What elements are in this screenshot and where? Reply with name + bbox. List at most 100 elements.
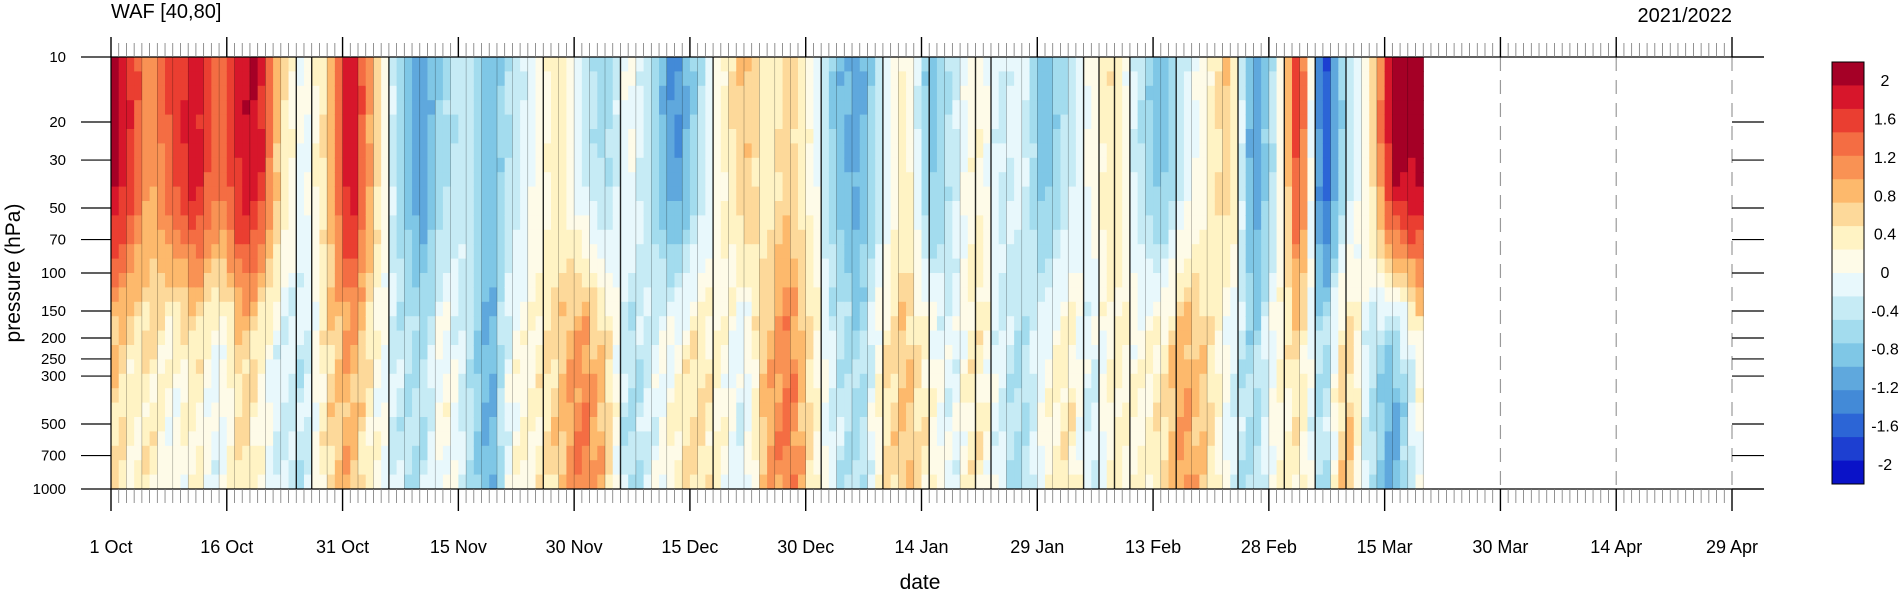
heat-cell: [1075, 273, 1085, 288]
heat-cell: [265, 229, 274, 245]
heat-cell: [859, 143, 869, 159]
heat-cell: [589, 431, 598, 447]
heat-cell: [581, 474, 591, 489]
heat-cell: [327, 431, 336, 447]
heat-cell: [1392, 57, 1401, 72]
heat-cell: [1145, 345, 1154, 360]
heat-cell: [1346, 359, 1355, 375]
heat-cell: [689, 229, 699, 245]
heat-cell: [1369, 114, 1378, 130]
heat-cell: [350, 417, 359, 432]
heat-cell: [798, 417, 807, 432]
heat-cell: [496, 258, 506, 274]
heat-cell: [404, 71, 413, 87]
heat-cell: [334, 57, 344, 72]
heat-cell: [998, 431, 1008, 447]
heat-cell: [867, 85, 876, 101]
heat-cell: [373, 345, 382, 360]
heat-cell: [921, 345, 930, 360]
heat-cell: [936, 229, 946, 245]
heat-cell: [960, 172, 969, 188]
heat-cell: [1029, 345, 1038, 360]
heat-cell: [813, 85, 822, 101]
heat-cell: [1129, 201, 1139, 216]
heat-cell: [327, 388, 336, 404]
heat-cell: [365, 301, 375, 317]
heat-cell: [404, 330, 413, 346]
heat-cell: [303, 85, 313, 101]
heat-cell: [967, 244, 977, 260]
heat-cell: [496, 474, 506, 489]
heat-cell: [188, 460, 197, 476]
heat-cell: [1307, 143, 1316, 159]
heat-cell: [852, 229, 861, 245]
heat-cell: [867, 301, 876, 317]
heat-cell: [1315, 57, 1324, 72]
heat-cell: [234, 143, 243, 159]
heat-cell: [265, 316, 274, 332]
heat-cell: [1214, 143, 1224, 159]
heat-cell: [566, 215, 575, 231]
heat-cell: [1122, 100, 1131, 116]
heat-cell: [952, 100, 961, 116]
heat-cell: [1369, 229, 1378, 245]
heat-cell: [960, 85, 969, 101]
heat-cell: [226, 359, 236, 375]
heat-cell: [188, 201, 197, 216]
heat-cell: [180, 359, 189, 375]
heat-cell: [118, 71, 128, 87]
heat-cell: [921, 273, 930, 288]
heat-cell: [1376, 114, 1386, 130]
heat-cell: [913, 402, 923, 418]
heat-cell: [242, 57, 251, 72]
heat-cell: [1075, 431, 1085, 447]
heat-cell: [165, 273, 174, 288]
heat-cell: [1114, 114, 1123, 130]
heat-cell: [898, 172, 907, 188]
heat-cell: [906, 229, 915, 245]
heat-cell: [141, 229, 151, 245]
heat-cell: [1006, 229, 1015, 245]
heat-cell: [643, 474, 652, 489]
heat-cell: [921, 186, 930, 202]
heat-cell: [412, 388, 421, 404]
heat-cell: [759, 114, 768, 130]
heat-cell: [172, 373, 182, 389]
heat-cell: [1237, 373, 1247, 389]
heat-cell: [952, 330, 961, 346]
heat-cell: [1307, 71, 1316, 87]
heat-cell: [1168, 85, 1177, 101]
heat-cell: [527, 244, 537, 260]
heat-cell: [257, 57, 266, 72]
heat-cell: [118, 201, 128, 216]
heat-cell: [473, 215, 483, 231]
heat-cell: [836, 129, 845, 144]
heat-cell: [805, 71, 815, 87]
heat-cell: [396, 57, 405, 72]
heat-cell: [1145, 71, 1154, 87]
heat-cell: [651, 287, 660, 303]
heat-cell: [1207, 287, 1216, 303]
heat-cell: [427, 215, 436, 231]
heat-cell: [743, 460, 753, 476]
heat-cell: [967, 402, 977, 418]
heat-cell: [1214, 215, 1224, 231]
heat-cell: [257, 402, 266, 418]
heat-cell: [481, 388, 490, 404]
heat-cell: [1392, 244, 1401, 260]
heat-cell: [543, 301, 552, 317]
heat-cell: [342, 273, 351, 288]
heat-cell: [1168, 186, 1177, 202]
heat-cell: [481, 129, 490, 144]
heat-cell: [1029, 445, 1038, 461]
heat-cell: [975, 244, 984, 260]
heat-cell: [504, 244, 513, 260]
heat-cell: [983, 201, 992, 216]
heat-cell: [1122, 71, 1131, 87]
heat-cell: [381, 244, 390, 260]
heat-cell: [1176, 172, 1185, 188]
heat-cell: [1168, 402, 1177, 418]
heat-cell: [967, 388, 977, 404]
heat-cell: [1384, 431, 1393, 447]
heat-cell: [1292, 417, 1301, 432]
